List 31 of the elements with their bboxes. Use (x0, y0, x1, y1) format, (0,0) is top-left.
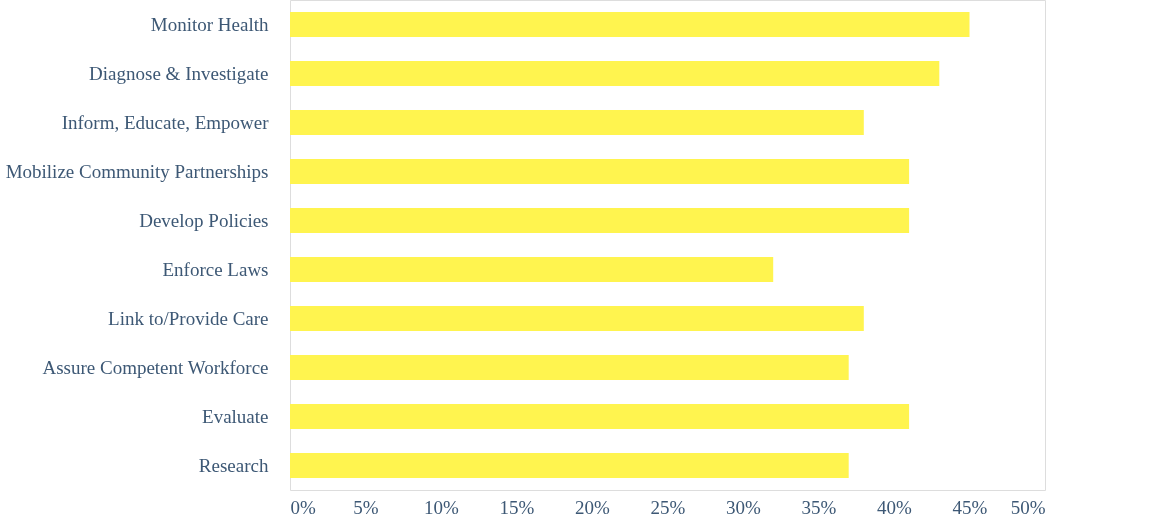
x-tick-label: 10% (424, 496, 460, 518)
y-tick-label: Monitor Health (150, 13, 269, 35)
y-tick-label: Diagnose & Investigate (89, 62, 269, 84)
bar (290, 208, 910, 233)
y-tick-label: Link to/Provide Care (108, 307, 269, 329)
y-tick-label: Mobilize Community Partnerships (5, 160, 269, 182)
x-tick-label: 30% (726, 496, 762, 518)
x-tick-label: 45% (952, 496, 988, 518)
bar (290, 404, 910, 429)
bar (290, 159, 910, 184)
bar (290, 355, 849, 380)
x-tick-label: 5% (353, 496, 379, 518)
x-tick-label: 40% (877, 496, 913, 518)
bar (290, 453, 849, 478)
y-tick-label: Evaluate (202, 405, 269, 427)
bar (290, 12, 970, 37)
bar (290, 257, 774, 282)
x-tick-label: 25% (650, 496, 686, 518)
bar (290, 110, 864, 135)
y-tick-label: Develop Policies (139, 209, 269, 231)
x-tick-label: 15% (499, 496, 535, 518)
y-tick-label: Enforce Laws (162, 258, 269, 280)
y-tick-label: Research (198, 454, 269, 476)
x-tick-label: 0% (290, 496, 316, 518)
x-tick-label: 35% (801, 496, 837, 518)
bar (290, 61, 940, 86)
x-tick-label: 20% (575, 496, 611, 518)
y-tick-label: Assure Competent Workforce (42, 356, 269, 378)
x-tick-label: 50% (1010, 496, 1046, 518)
bar (290, 306, 864, 331)
y-tick-label: Inform, Educate, Empower (61, 111, 270, 133)
